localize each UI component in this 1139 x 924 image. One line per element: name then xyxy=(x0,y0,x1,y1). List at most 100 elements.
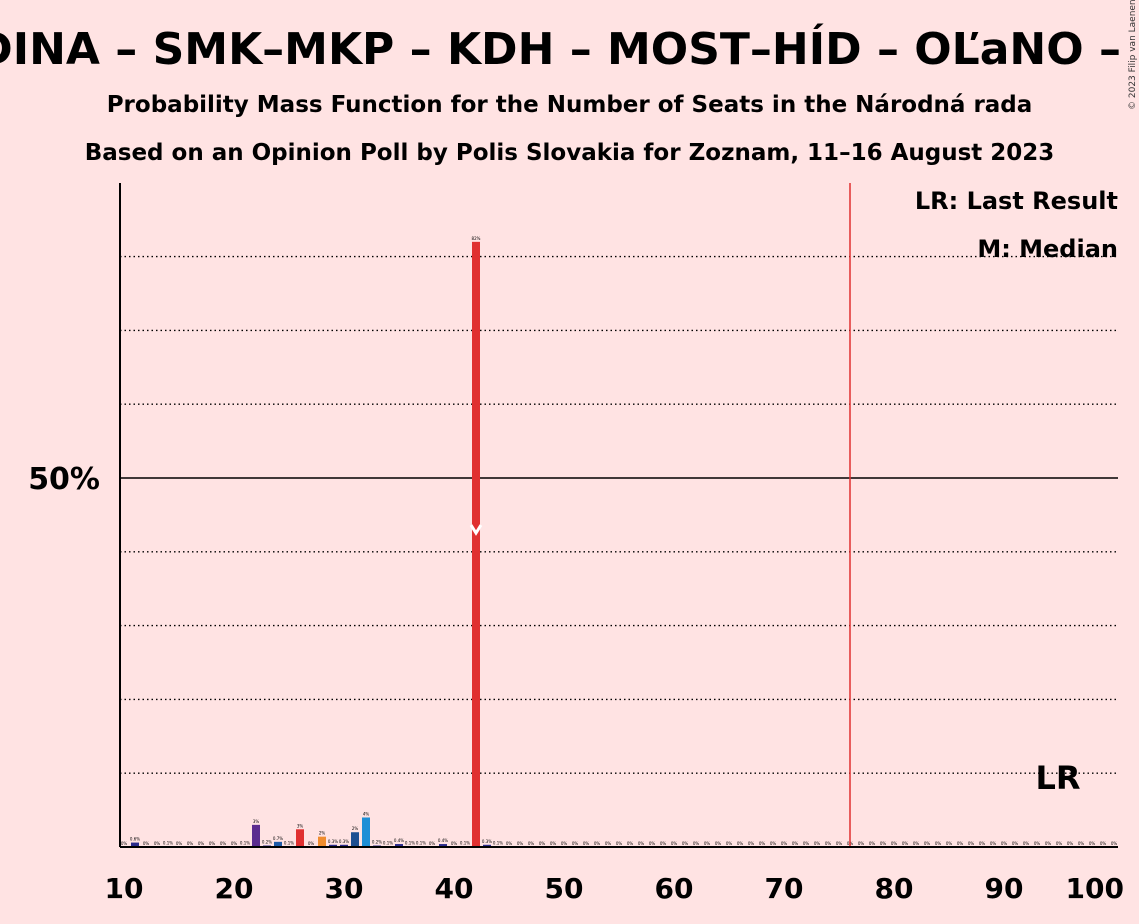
bar-label-54: 0% xyxy=(605,841,612,846)
bar-label-48: 0% xyxy=(539,841,546,846)
bar-label-15: 0% xyxy=(176,841,183,846)
bar-label-50: 0% xyxy=(561,841,568,846)
bar-label-71: 0% xyxy=(792,841,799,846)
bar-label-67: 0% xyxy=(748,841,755,846)
bar-label-35: 0.4% xyxy=(394,838,404,843)
bar-label-26: 3% xyxy=(297,823,304,828)
bar-label-85: 0% xyxy=(946,841,953,846)
bar-label-38: 0% xyxy=(429,841,436,846)
bar-label-23: 0.2% xyxy=(262,840,272,845)
bar-label-18: 0% xyxy=(209,841,216,846)
bar-label-100: 0% xyxy=(1111,841,1118,846)
bar-label-28: 2% xyxy=(319,831,326,836)
bar-24 xyxy=(274,841,282,847)
x-tick-30: 30 xyxy=(325,872,364,905)
bar-label-49: 0% xyxy=(550,841,557,846)
bar-label-97: 0% xyxy=(1078,841,1085,846)
chart-subtitle-1: Probability Mass Function for the Number… xyxy=(107,92,1033,118)
bar-label-79: 0% xyxy=(880,841,887,846)
bar-label-44: 0.1% xyxy=(493,840,503,845)
bar-39 xyxy=(439,844,447,847)
bar-26 xyxy=(296,829,304,847)
y-tick-labels: 50% xyxy=(28,462,100,497)
x-tick-10: 10 xyxy=(105,872,144,905)
bar-label-27: 0% xyxy=(308,841,315,846)
bar-label-65: 0% xyxy=(726,841,733,846)
bar-label-69: 0% xyxy=(770,841,777,846)
bar-label-55: 0% xyxy=(616,841,623,846)
bar-label-33: 0.2% xyxy=(372,840,382,845)
bar-label-88: 0% xyxy=(979,841,986,846)
bar-label-20: 0% xyxy=(231,841,238,846)
bar-label-94: 0% xyxy=(1045,841,1052,846)
bar-label-95: 0% xyxy=(1056,841,1063,846)
bar-labels-group: 0%0.6%0% 0% 0.1% 0% 0% 0% 0% 0% 0% 0.1%3%0.2%0.7%… xyxy=(121,236,1118,846)
bar-label-83: 0% xyxy=(924,841,931,846)
bar-label-82: 0% xyxy=(913,841,920,846)
bar-label-11: 0.6% xyxy=(130,837,140,842)
bar-label-60: 0% xyxy=(671,841,678,846)
gridlines xyxy=(120,255,1118,774)
bar-label-63: 0% xyxy=(704,841,711,846)
bar-label-93: 0% xyxy=(1034,841,1041,846)
bar-label-73: 0% xyxy=(814,841,821,846)
bar-29 xyxy=(329,844,337,847)
bar-label-43: 0.3% xyxy=(482,839,492,844)
bar-label-62: 0% xyxy=(693,841,700,846)
bar-label-22: 3% xyxy=(253,819,260,824)
bar-label-66: 0% xyxy=(737,841,744,846)
bar-label-16: 0% xyxy=(187,841,194,846)
bar-label-59: 0% xyxy=(660,841,667,846)
median-marker xyxy=(469,524,483,536)
bar-label-56: 0% xyxy=(627,841,634,846)
bar-label-19: 0% xyxy=(220,841,227,846)
x-tick-50: 50 xyxy=(545,872,584,905)
bar-label-12: 0% xyxy=(143,841,150,846)
bar-label-31: 2% xyxy=(352,826,359,831)
bar-label-74: 0% xyxy=(825,841,832,846)
bar-label-87: 0% xyxy=(968,841,975,846)
bar-label-90: 0% xyxy=(1001,841,1008,846)
bar-label-70: 0% xyxy=(781,841,788,846)
bar-label-29: 0.3% xyxy=(328,839,338,844)
bar-43 xyxy=(483,844,491,847)
bar-label-64: 0% xyxy=(715,841,722,846)
x-tick-40: 40 xyxy=(435,872,474,905)
bar-label-46: 0% xyxy=(517,841,524,846)
x-tick-labels: 10 20 30 40 50 60 70 80 90 100 xyxy=(105,872,1124,905)
bar-label-61: 0% xyxy=(682,841,689,846)
bar-label-78: 0% xyxy=(869,841,876,846)
bar-label-53: 0% xyxy=(594,841,601,846)
bar-label-40: 0% xyxy=(451,841,458,846)
bar-28 xyxy=(318,836,326,847)
legend-median: M: Median xyxy=(977,235,1118,263)
x-tick-90: 90 xyxy=(985,872,1024,905)
bar-label-92: 0% xyxy=(1023,841,1030,846)
bar-label-42: 82% xyxy=(472,236,481,241)
x-tick-80: 80 xyxy=(875,872,914,905)
bar-label-39: 0.4% xyxy=(438,838,448,843)
y-tick-50: 50% xyxy=(28,462,100,497)
x-tick-60: 60 xyxy=(655,872,694,905)
x-tick-70: 70 xyxy=(765,872,804,905)
bar-label-99: 0% xyxy=(1100,841,1107,846)
bars-group xyxy=(131,241,502,848)
bar-label-21: 0.1% xyxy=(240,840,250,845)
bar-42 xyxy=(472,241,480,848)
bar-label-84: 0% xyxy=(935,841,942,846)
bar-label-51: 0% xyxy=(572,841,579,846)
bar-label-14: 0.1% xyxy=(163,840,173,845)
bar-label-75: 0% xyxy=(836,841,843,846)
chart-subtitle-2: Based on an Opinion Poll by Polis Slovak… xyxy=(85,140,1055,166)
bar-label-25: 0.1% xyxy=(284,840,294,845)
bar-label-17: 0% xyxy=(198,841,205,846)
bar-label-77: 0% xyxy=(858,841,865,846)
bar-label-96: 0% xyxy=(1067,841,1074,846)
bar-label-30: 0.3% xyxy=(339,839,349,844)
bar-11 xyxy=(131,842,139,847)
bar-22 xyxy=(252,824,260,847)
bar-label-58: 0% xyxy=(649,841,656,846)
bar-label-91: 0% xyxy=(1012,841,1019,846)
legend-last-result: LR: Last Result xyxy=(915,187,1118,215)
bar-label-47: 0% xyxy=(528,841,535,846)
